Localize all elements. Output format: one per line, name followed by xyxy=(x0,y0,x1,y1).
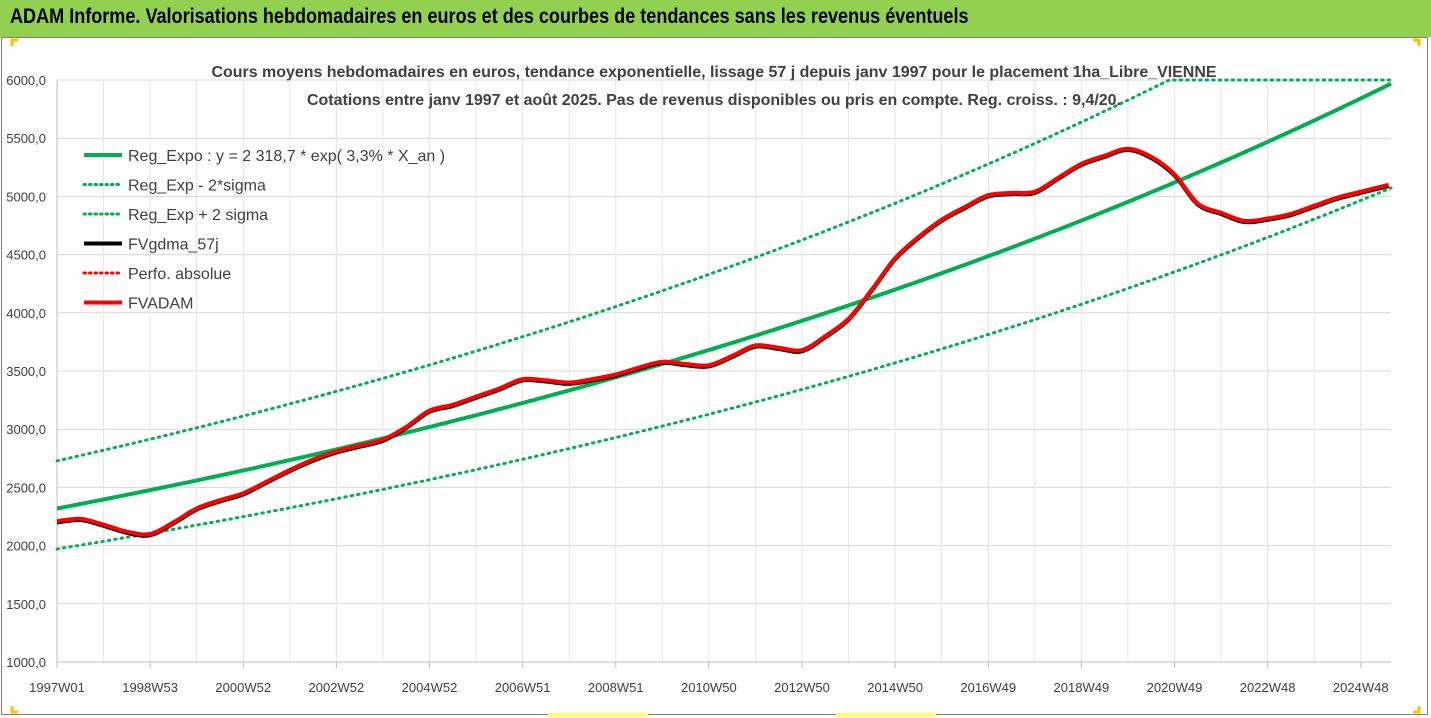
y-tick-label: 4500,0 xyxy=(6,248,46,263)
chart-subtitle: Cotations entre janv 1997 et août 2025. … xyxy=(307,92,1121,109)
y-tick-label: 3000,0 xyxy=(6,422,46,437)
x-tick-label: 2014W50 xyxy=(867,680,923,695)
x-tick-label: 1998W53 xyxy=(122,680,178,695)
grid xyxy=(56,79,1391,663)
y-tick-label: 2500,0 xyxy=(6,480,46,495)
x-tick-label: 2018W49 xyxy=(1054,680,1110,695)
selection-corner xyxy=(1413,706,1421,714)
y-tick-label: 5000,0 xyxy=(6,189,46,204)
selection-corner xyxy=(1413,38,1421,46)
y-tick-label: 1000,0 xyxy=(6,655,46,670)
y-tick-label: 2000,0 xyxy=(6,539,46,554)
selection-corner xyxy=(10,38,18,46)
y-tick-label: 3500,0 xyxy=(6,364,46,379)
x-tick-label: 2012W50 xyxy=(774,680,830,695)
x-tick-label: 2024W48 xyxy=(1333,680,1389,695)
y-tick-label: 1500,0 xyxy=(6,597,46,612)
x-tick-label: 2000W52 xyxy=(215,680,271,695)
report-title: ADAM Informe. Valorisations hebdomadaire… xyxy=(10,5,969,28)
decorations xyxy=(10,38,1421,717)
x-tick-label: 1997W01 xyxy=(29,680,85,695)
x-tick-label: 2016W49 xyxy=(960,680,1016,695)
series xyxy=(55,78,1393,551)
x-tick-label: 2002W52 xyxy=(309,680,365,695)
y-tick-label: 4000,0 xyxy=(6,306,46,321)
report-header: ADAM Informe. Valorisations hebdomadaire… xyxy=(0,0,1431,37)
legend: Reg_Expo : y = 2 318,7 * exp( 3,3% * X_a… xyxy=(82,148,445,313)
selection-handle xyxy=(548,713,648,717)
chart-frame xyxy=(1,37,1428,715)
x-tick-label: 2020W49 xyxy=(1147,680,1203,695)
x-axis-ticks: 1997W01 1998W53 2000W52 2002W52 2004W52 2006W… xyxy=(29,662,1389,695)
x-tick-label: 2004W52 xyxy=(402,680,458,695)
chart-title: Cours moyens hebdomadaires en euros, ten… xyxy=(212,64,1217,81)
y-tick-label: 5500,0 xyxy=(6,131,46,146)
legend-label: Reg_Expo : y = 2 318,7 * exp( 3,3% * X_a… xyxy=(128,148,445,165)
reg-upper-line xyxy=(55,78,1393,463)
y-tick-label: 6000,0 xyxy=(6,73,46,88)
legend-label: Perfo. absolue xyxy=(128,266,231,283)
legend-label: Reg_Exp + 2 sigma xyxy=(128,207,268,224)
reg-expo-line xyxy=(56,81,1392,511)
x-tick-label: 2006W51 xyxy=(495,680,551,695)
x-tick-label: 2022W48 xyxy=(1240,680,1296,695)
legend-label: Reg_Exp - 2*sigma xyxy=(128,178,266,195)
y-axis-ticks: 1000,0 1500,0 2000,0 2500,0 3000,0 3500,0 4000… xyxy=(6,73,46,670)
selection-handle xyxy=(836,713,936,717)
legend-label: FVgdma_57j xyxy=(128,237,219,254)
legend-label: FVADAM xyxy=(128,296,193,313)
x-tick-label: 2008W51 xyxy=(588,680,644,695)
selection-corner xyxy=(10,706,18,714)
x-tick-label: 2010W50 xyxy=(681,680,737,695)
reg-lower-line xyxy=(55,186,1393,551)
fvadam-line xyxy=(56,146,1390,537)
